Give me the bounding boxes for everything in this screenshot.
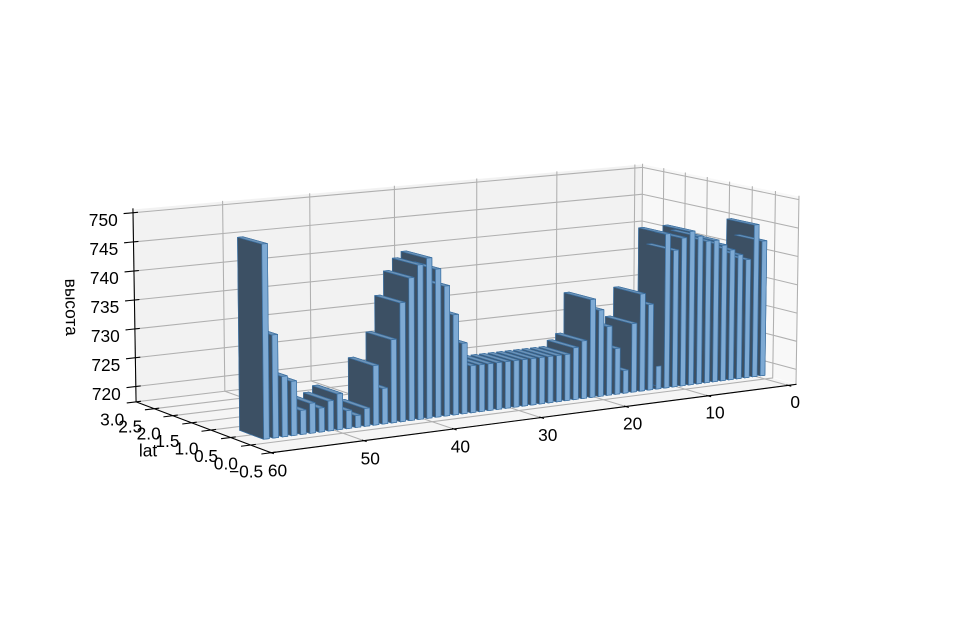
svg-text:10: 10 (705, 403, 724, 423)
svg-text:730: 730 (91, 326, 120, 346)
svg-text:725: 725 (91, 355, 120, 375)
svg-text:20: 20 (623, 414, 642, 434)
svg-text:3.0: 3.0 (100, 410, 124, 430)
svg-text:30: 30 (538, 425, 557, 445)
svg-text:735: 735 (90, 297, 119, 317)
svg-text:0: 0 (790, 392, 800, 412)
svg-text:720: 720 (92, 384, 121, 404)
svg-text:750: 750 (89, 210, 118, 230)
svg-text:lat: lat (139, 440, 157, 460)
svg-text:740: 740 (90, 268, 119, 288)
svg-text:50: 50 (361, 448, 380, 468)
svg-text:40: 40 (451, 436, 470, 456)
svg-text:745: 745 (89, 239, 118, 259)
svg-text:60: 60 (268, 461, 287, 481)
svg-text:высота: высота (61, 279, 82, 337)
